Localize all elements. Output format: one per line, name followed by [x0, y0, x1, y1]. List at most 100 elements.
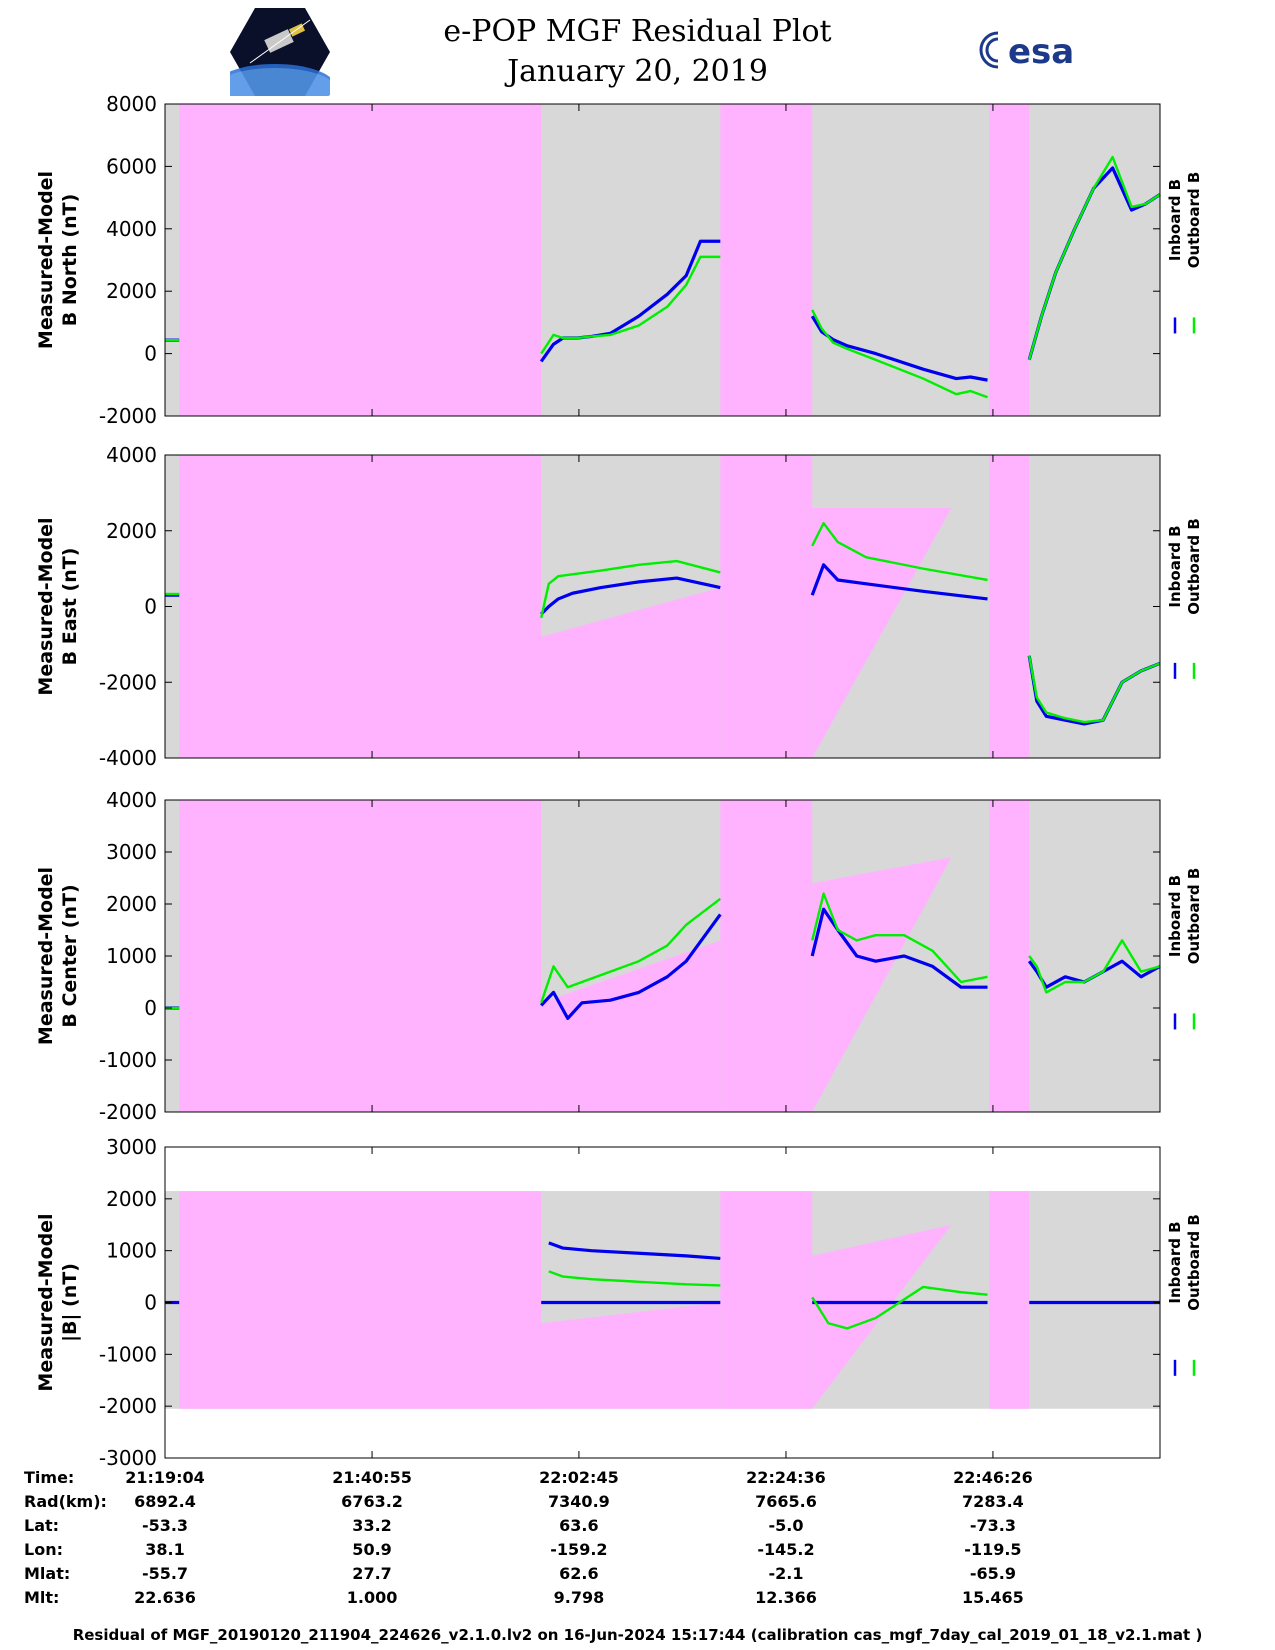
x-tick-label: 22:02:45	[539, 1468, 619, 1487]
y-tick-label: -2000	[99, 1394, 157, 1418]
x-tick-label: 21:40:55	[332, 1468, 412, 1487]
gap-wedge	[812, 508, 952, 758]
outboard-series-line	[1028, 655, 1161, 724]
y-axis-label: Measured-Model	[35, 517, 57, 695]
inboard-series-line	[810, 907, 988, 989]
y-tick-label: 4000	[106, 217, 157, 241]
inboard-series-line	[539, 239, 721, 363]
info-cell: 6763.2	[341, 1492, 403, 1511]
outboard-series-line	[540, 255, 721, 355]
info-cell: -119.5	[964, 1540, 1022, 1559]
inboard-series-line	[540, 576, 721, 616]
y-tick-label: 0	[144, 996, 157, 1020]
info-cell: 62.6	[559, 1564, 599, 1583]
info-cell: 33.2	[352, 1516, 392, 1535]
info-cell: 27.7	[352, 1564, 392, 1583]
y-tick-label: 0	[144, 342, 157, 366]
cassiope-mission-logo	[230, 8, 330, 96]
y-tick-label: 0	[144, 1291, 157, 1315]
legend-outboard-label: Outboard B	[1185, 1214, 1203, 1311]
gap-interval	[179, 1191, 542, 1409]
coverage-wedge	[1029, 1191, 1160, 1210]
chart-title-line2: January 20, 2019	[507, 54, 768, 89]
y-axis-label: B North (nT)	[59, 194, 81, 327]
y-tick-label: 2000	[106, 519, 157, 543]
info-cell: -5.0	[768, 1516, 804, 1535]
info-cell: -73.3	[969, 1516, 1016, 1535]
legend-inboard-label: Inboard B	[1166, 875, 1184, 957]
info-cell: 50.9	[352, 1540, 392, 1559]
coverage-wedge	[1029, 800, 1160, 832]
x-tick-label: 22:46:26	[953, 1468, 1033, 1487]
info-cell: -65.9	[969, 1564, 1016, 1583]
y-tick-label: 8000	[106, 92, 157, 116]
info-cell: 1.000	[346, 1588, 398, 1607]
info-cell: 7340.9	[548, 1492, 610, 1511]
y-axis-label: B East (nT)	[59, 548, 81, 666]
y-tick-label: -2000	[99, 1100, 157, 1124]
y-tick-label: 2000	[106, 279, 157, 303]
gap-wedge	[541, 940, 721, 1112]
legend-outboard-label: Outboard B	[1185, 172, 1203, 269]
y-tick-label: 4000	[106, 788, 157, 812]
info-cell: -159.2	[550, 1540, 608, 1559]
outboard-series-line	[811, 1285, 988, 1330]
y-tick-label: 0	[144, 595, 157, 619]
info-row-label: Mlat:	[24, 1564, 71, 1583]
legend-outboard-label: Outboard B	[1185, 868, 1203, 965]
gap-interval	[720, 800, 813, 1112]
gap-interval	[179, 455, 542, 758]
info-cell: 38.1	[145, 1540, 185, 1559]
info-row-label: Rad(km):	[24, 1492, 107, 1511]
info-cell: 9.798	[553, 1588, 605, 1607]
y-axis-label: Measured-Model	[35, 1213, 57, 1391]
y-axis-label: Measured-Model	[35, 867, 57, 1045]
outboard-series-line	[540, 897, 722, 1004]
outboard-series-line	[1028, 155, 1161, 361]
y-axis-label: B Center (nT)	[59, 884, 81, 1027]
y-tick-label: 1000	[106, 944, 157, 968]
y-tick-label: 2000	[106, 1187, 157, 1211]
coverage-wedge	[1029, 455, 1160, 482]
plot-frame	[164, 103, 1161, 417]
panel-4: -3000 -2000 -1000 0 1000 2000 3000 Measured-Mod…	[35, 1135, 1203, 1470]
outboard-series-line	[1028, 939, 1161, 994]
gap-wedge	[812, 857, 952, 1112]
panel-2: -4000 -2000 0 2000 4000 Measured-Model B East …	[35, 443, 1203, 770]
outboard-series-line	[540, 559, 721, 619]
info-cell: 12.366	[755, 1588, 817, 1607]
info-row-label: Mlt:	[24, 1588, 60, 1607]
info-cell: 7283.4	[962, 1492, 1024, 1511]
gap-interval	[179, 800, 542, 1112]
outboard-series-line	[548, 1270, 721, 1287]
info-row-label: Lat:	[24, 1516, 60, 1535]
y-tick-label: 3000	[106, 1135, 157, 1159]
info-cell: 63.6	[559, 1516, 599, 1535]
gap-interval	[989, 104, 1030, 416]
esa-logo-emblem	[979, 30, 1008, 70]
legend-inboard-label: Inboard B	[1166, 179, 1184, 261]
y-tick-label: 1000	[106, 1239, 157, 1263]
y-tick-label: 6000	[106, 154, 157, 178]
gap-interval	[720, 455, 813, 758]
chart-title-line1: e-POP MGF Residual Plot	[443, 14, 832, 49]
outboard-series-line	[811, 892, 988, 984]
orbit-info-table: Time: Rad(km): Lat: Lon: Mlat: Mlt: 21:19:04 68…	[0, 1468, 1275, 1618]
legend-inboard-label: Inboard B	[1166, 525, 1184, 607]
info-cell: 7665.6	[755, 1492, 817, 1511]
gap-interval	[179, 104, 542, 416]
y-tick-label: -3000	[99, 1446, 157, 1470]
y-tick-label: 2000	[106, 892, 157, 916]
y-axis-label: Measured-Model	[35, 171, 57, 349]
inboard-series-line	[548, 1241, 721, 1261]
info-cell: 22.636	[134, 1588, 196, 1607]
y-tick-label: -1000	[99, 1048, 157, 1072]
y-tick-label: -2000	[99, 404, 157, 428]
y-tick-label: 4000	[106, 443, 157, 467]
gap-wedge	[812, 1224, 952, 1409]
info-row-label: Time:	[24, 1468, 75, 1487]
y-tick-label: -4000	[99, 746, 157, 770]
y-axis-label: |B| (nT)	[59, 1263, 81, 1342]
panel-3: -2000 -1000 0 1000 2000 3000 4000 Measured-Mode…	[35, 788, 1203, 1124]
